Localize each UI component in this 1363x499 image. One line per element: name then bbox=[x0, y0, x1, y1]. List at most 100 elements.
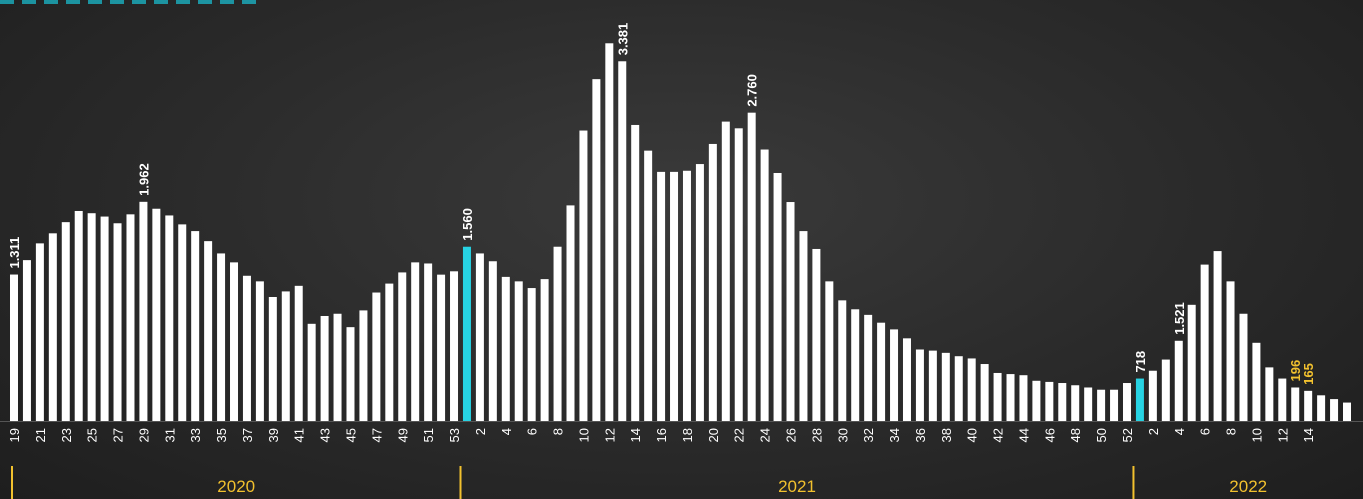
bar-80 bbox=[1045, 381, 1054, 421]
tick-label-0: 19 bbox=[7, 428, 22, 442]
bar-78 bbox=[1019, 375, 1028, 421]
tick-label-90: 4 bbox=[1172, 428, 1187, 435]
bar-79 bbox=[1032, 380, 1041, 421]
bar-50 bbox=[657, 171, 666, 421]
tick-label-36: 2 bbox=[473, 428, 488, 435]
tick-label-92: 6 bbox=[1198, 428, 1213, 435]
bar-27 bbox=[359, 310, 368, 421]
bar-40 bbox=[527, 288, 536, 421]
bar-76 bbox=[993, 372, 1002, 421]
tick-label-20: 39 bbox=[266, 428, 281, 442]
bar-56 bbox=[734, 128, 743, 421]
tick-label-38: 4 bbox=[499, 428, 514, 435]
bar-70 bbox=[915, 349, 924, 421]
bar-52 bbox=[682, 170, 691, 421]
bar-77 bbox=[1006, 374, 1015, 421]
bar-60 bbox=[786, 202, 795, 421]
bar-49 bbox=[644, 150, 653, 421]
bar-39 bbox=[514, 281, 523, 421]
bar-61 bbox=[799, 231, 808, 421]
bar-87 bbox=[1135, 378, 1144, 421]
bar-43 bbox=[566, 205, 575, 421]
bar-12 bbox=[165, 215, 174, 421]
year-label-2020: 2020 bbox=[217, 477, 255, 496]
tick-label-40: 6 bbox=[525, 428, 540, 435]
bar-42 bbox=[553, 246, 562, 421]
tick-label-98: 12 bbox=[1275, 428, 1290, 442]
bar-47 bbox=[618, 61, 627, 421]
value-label-99: 196 bbox=[1288, 360, 1303, 382]
bar-81 bbox=[1058, 383, 1067, 421]
bar-10 bbox=[139, 201, 148, 421]
bar-13 bbox=[178, 224, 187, 421]
tick-label-30: 49 bbox=[395, 428, 410, 442]
bar-44 bbox=[579, 130, 588, 422]
bar-95 bbox=[1239, 313, 1248, 421]
bar-90 bbox=[1174, 340, 1183, 421]
tick-label-52: 18 bbox=[680, 428, 695, 442]
bar-62 bbox=[812, 248, 821, 421]
year-label-2022: 2022 bbox=[1229, 477, 1267, 496]
tick-label-76: 42 bbox=[991, 428, 1006, 442]
tick-label-22: 41 bbox=[292, 428, 307, 442]
tick-label-84: 50 bbox=[1094, 428, 1109, 442]
tick-label-54: 20 bbox=[706, 428, 721, 442]
bar-103 bbox=[1343, 402, 1351, 421]
bar-92 bbox=[1200, 264, 1209, 421]
tick-label-44: 10 bbox=[576, 428, 591, 442]
tick-label-8: 27 bbox=[111, 428, 126, 442]
tick-label-58: 24 bbox=[758, 428, 773, 442]
bar-14 bbox=[191, 231, 200, 421]
tick-label-96: 10 bbox=[1249, 428, 1264, 442]
bar-67 bbox=[877, 322, 886, 421]
tick-label-66: 32 bbox=[861, 428, 876, 442]
tick-label-50: 16 bbox=[654, 428, 669, 442]
bar-0 bbox=[10, 274, 18, 421]
tick-label-46: 12 bbox=[602, 428, 617, 442]
bar-30 bbox=[398, 272, 407, 421]
tick-label-28: 47 bbox=[369, 428, 384, 442]
bar-100 bbox=[1304, 390, 1313, 421]
bar-34 bbox=[450, 271, 459, 421]
bar-19 bbox=[255, 281, 264, 421]
bar-18 bbox=[242, 275, 251, 421]
tick-label-6: 25 bbox=[85, 428, 100, 442]
tick-label-16: 35 bbox=[214, 428, 229, 442]
tick-label-78: 44 bbox=[1016, 428, 1031, 442]
value-label-35: 1.560 bbox=[460, 208, 475, 241]
bar-96 bbox=[1252, 342, 1261, 421]
tick-label-68: 34 bbox=[887, 428, 902, 442]
bar-15 bbox=[204, 241, 213, 421]
value-label-0: 1.311 bbox=[7, 237, 22, 269]
tick-label-94: 8 bbox=[1224, 428, 1239, 435]
bar-72 bbox=[941, 352, 950, 421]
bar-28 bbox=[372, 292, 381, 421]
bar-1 bbox=[22, 260, 31, 421]
tick-label-64: 30 bbox=[835, 428, 850, 442]
bar-83 bbox=[1084, 387, 1093, 421]
tick-label-72: 38 bbox=[939, 428, 954, 442]
bar-3 bbox=[48, 233, 57, 421]
bar-9 bbox=[126, 214, 135, 421]
tick-label-48: 14 bbox=[628, 428, 643, 442]
bar-66 bbox=[864, 314, 873, 421]
top-accent-line bbox=[0, 0, 260, 4]
bar-6 bbox=[87, 213, 96, 421]
bar-7 bbox=[100, 216, 109, 421]
bar-74 bbox=[967, 358, 976, 421]
bar-4 bbox=[61, 222, 70, 421]
bar-89 bbox=[1161, 359, 1170, 421]
bar-88 bbox=[1148, 370, 1157, 421]
bar-64 bbox=[838, 300, 847, 421]
bar-37 bbox=[488, 261, 497, 421]
tick-label-82: 48 bbox=[1068, 428, 1083, 442]
bar-69 bbox=[902, 338, 911, 421]
value-label-87: 718 bbox=[1133, 351, 1148, 373]
tick-label-18: 37 bbox=[240, 428, 255, 442]
tick-label-100: 14 bbox=[1301, 428, 1316, 442]
bar-26 bbox=[346, 327, 355, 421]
bar-54 bbox=[708, 143, 717, 421]
value-label-100: 165 bbox=[1301, 363, 1316, 385]
